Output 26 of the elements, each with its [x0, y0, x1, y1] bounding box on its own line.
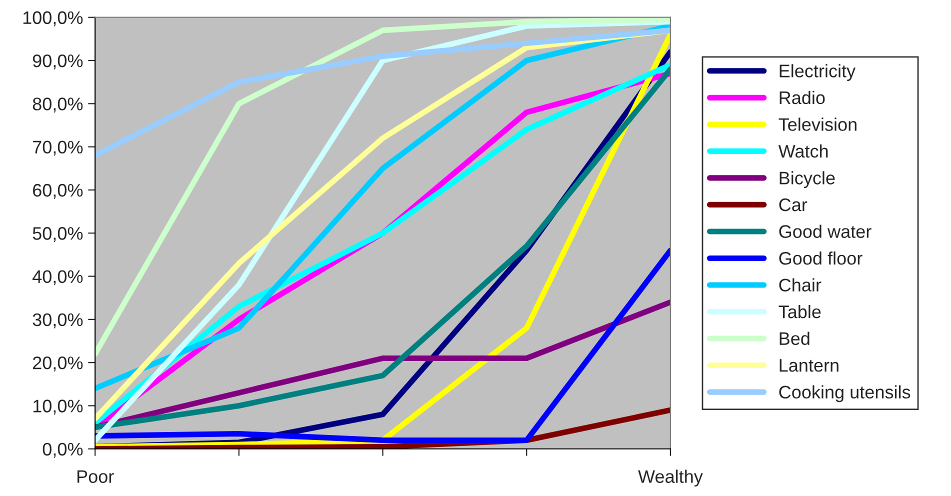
- legend-label: Cooking utensils: [779, 385, 910, 402]
- legend-label: Car: [779, 198, 808, 212]
- y-tick-label: 60,0%: [33, 184, 83, 199]
- x-tick-label: Wealthy: [638, 470, 703, 487]
- legend-label: Chair: [779, 278, 822, 292]
- legend-label: Lantern: [780, 359, 838, 372]
- legend-label: Good floor: [779, 251, 862, 265]
- y-tick-label: 50,0%: [32, 227, 83, 242]
- y-tick-label: 70,0%: [33, 140, 83, 156]
- legend-label: Good water: [779, 224, 872, 238]
- legend-label: Bed: [780, 332, 810, 346]
- y-tick-label: 80,0%: [32, 98, 83, 113]
- legend-label: Watch: [778, 144, 828, 158]
- legend-label: Bicycle: [780, 171, 835, 188]
- y-tick-label: 10,0%: [33, 400, 83, 415]
- y-tick-label: 40,0%: [32, 270, 83, 286]
- x-tick-label: Poor: [78, 470, 114, 483]
- y-tick-label: 20,0%: [33, 356, 83, 372]
- legend-label: Television: [778, 118, 856, 131]
- y-tick-label: 100,0%: [23, 11, 83, 26]
- y-tick-label: 0,0%: [42, 442, 83, 458]
- y-tick-label: 90,0%: [32, 54, 83, 70]
- legend-label: Electricity: [780, 64, 856, 81]
- legend-label: Table: [778, 304, 821, 318]
- y-tick-label: 30,0%: [32, 313, 83, 328]
- legend-label: Radio: [780, 90, 825, 104]
